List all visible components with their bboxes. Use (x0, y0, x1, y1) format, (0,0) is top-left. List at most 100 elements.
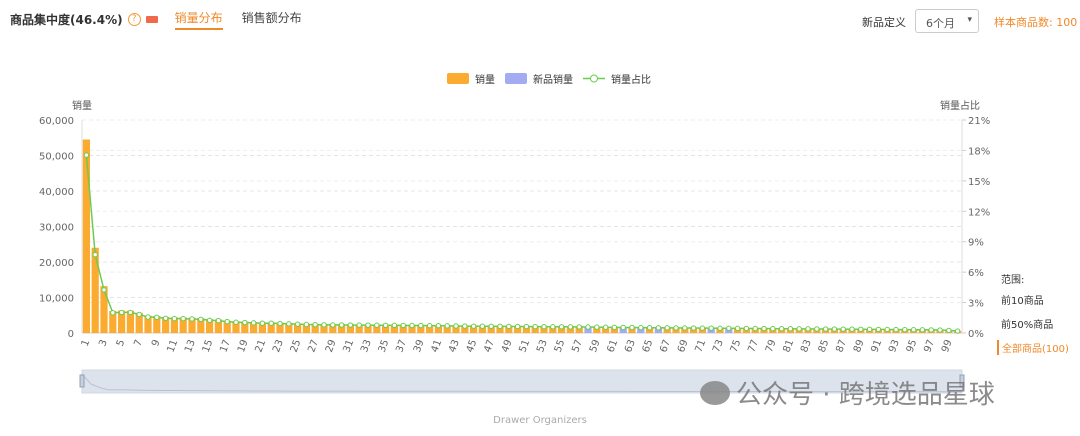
share-point-31 (347, 322, 354, 328)
share-point-90 (866, 326, 873, 333)
share-point-6 (127, 309, 134, 316)
share-point-45 (470, 323, 477, 329)
bar-rank-13 (188, 317, 196, 333)
x-tick-label: 11 (166, 338, 181, 354)
x-tick-label: 29 (324, 338, 339, 354)
share-point-48 (497, 323, 503, 330)
bar-rank-41 (434, 325, 442, 333)
new-product-definition-select[interactable]: 6个月 ▾ (915, 9, 979, 33)
x-tick-label: 57 (570, 338, 585, 354)
share-line (85, 155, 958, 332)
share-point-22 (268, 320, 274, 326)
x-tick-label: 19 (236, 338, 251, 354)
x-tick-label: 9 (150, 338, 163, 348)
category-name: Drawer Organizers (493, 415, 587, 426)
legend-sales[interactable]: 销量 (447, 71, 495, 86)
share-point-89 (858, 326, 864, 332)
share-point-77 (752, 325, 758, 332)
share-point-61 (611, 324, 618, 331)
x-tick-label: 99 (940, 338, 955, 354)
x-tick-label: 53 (535, 338, 550, 354)
x-tick-label: 55 (553, 338, 568, 354)
share-point-32 (356, 322, 362, 328)
x-tick-label: 87 (834, 338, 849, 354)
share-point-75 (734, 325, 741, 332)
bar-rank-9 (153, 315, 161, 333)
x-tick-label: 73 (711, 338, 726, 354)
bar-rank-25 (294, 323, 302, 333)
wechat-icon (700, 380, 730, 405)
share-point-86 (831, 326, 838, 332)
share-point-3 (101, 287, 107, 293)
bar-rank-49 (505, 325, 513, 333)
legend-swatch (505, 73, 527, 84)
share-point-91 (875, 326, 882, 333)
bar-rank-54 (549, 326, 557, 333)
bar-rank-38 (408, 324, 416, 333)
share-point-85 (822, 326, 829, 332)
video-icon[interactable] (145, 16, 158, 23)
x-tick-label: 91 (870, 338, 885, 354)
share-point-46 (479, 323, 486, 329)
bar-rank-43 (452, 325, 460, 333)
x-tick-label: 69 (676, 338, 691, 354)
share-point-21 (259, 320, 266, 326)
bar-rank-14 (197, 318, 205, 333)
share-point-51 (523, 323, 530, 330)
share-point-52 (532, 323, 538, 330)
x-tick-label: 3 (97, 338, 110, 348)
share-point-10 (162, 315, 169, 322)
share-point-12 (180, 315, 186, 322)
bar-rank-19 (241, 321, 249, 333)
share-point-5 (118, 309, 125, 316)
x-tick-label: 41 (430, 338, 445, 354)
share-point-4 (110, 310, 116, 316)
share-point-18 (233, 319, 239, 325)
help-icon[interactable]: ? (127, 13, 141, 26)
range-top10[interactable]: 前10商品 (1001, 296, 1044, 307)
datazoom-handle-right[interactable] (959, 374, 965, 388)
bar-rank-51 (522, 325, 530, 333)
share-point-28 (321, 322, 327, 328)
range-top50pct[interactable]: 前50%商品 (1001, 320, 1054, 331)
share-point-76 (743, 325, 750, 332)
x-tick-label: 63 (623, 338, 638, 354)
bar-rank-36 (390, 324, 398, 333)
bar-rank-23 (276, 322, 284, 333)
legend-new-sales[interactable]: 新品销量 (505, 71, 573, 86)
bar-rank-46 (478, 325, 486, 333)
bar-rank-10 (162, 317, 170, 333)
y-axis-label: 销量 (72, 101, 92, 112)
bar-rank-52 (531, 326, 539, 333)
bar-rank-34 (373, 324, 381, 333)
share-point-38 (409, 322, 415, 329)
bar-rank-16 (214, 319, 222, 333)
share-point-8 (145, 314, 151, 320)
bar-rank-5 (118, 310, 126, 333)
bar-rank-26 (302, 323, 310, 333)
x-tick-label: 89 (852, 338, 867, 354)
share-point-35 (382, 322, 389, 328)
bar-rank-15 (206, 319, 214, 333)
tab-sales-amount[interactable]: 销售额分布 (241, 11, 302, 25)
x-tick-label: 61 (606, 338, 621, 354)
tab-sales-volume[interactable]: 销量分布 (174, 9, 223, 30)
share-point-50 (514, 323, 521, 330)
y-right-tick-label: 21% (968, 116, 990, 127)
share-point-26 (303, 321, 310, 328)
share-point-40 (426, 322, 433, 329)
share-point-64 (638, 324, 644, 331)
datazoom-handle-left[interactable] (79, 374, 85, 388)
share-point-34 (374, 322, 380, 328)
share-point-20 (250, 320, 257, 326)
x-tick-label: 31 (342, 338, 357, 354)
share-point-29 (330, 322, 336, 328)
share-point-17 (224, 318, 230, 325)
y-tick-label: 20,000 (39, 258, 74, 269)
range-all[interactable]: 全部商品(100) (997, 340, 1069, 355)
share-point-88 (849, 326, 855, 332)
bar-rank-20 (250, 321, 258, 333)
x-tick-label: 1 (80, 338, 93, 348)
legend-share[interactable]: 销量占比 (583, 71, 651, 86)
